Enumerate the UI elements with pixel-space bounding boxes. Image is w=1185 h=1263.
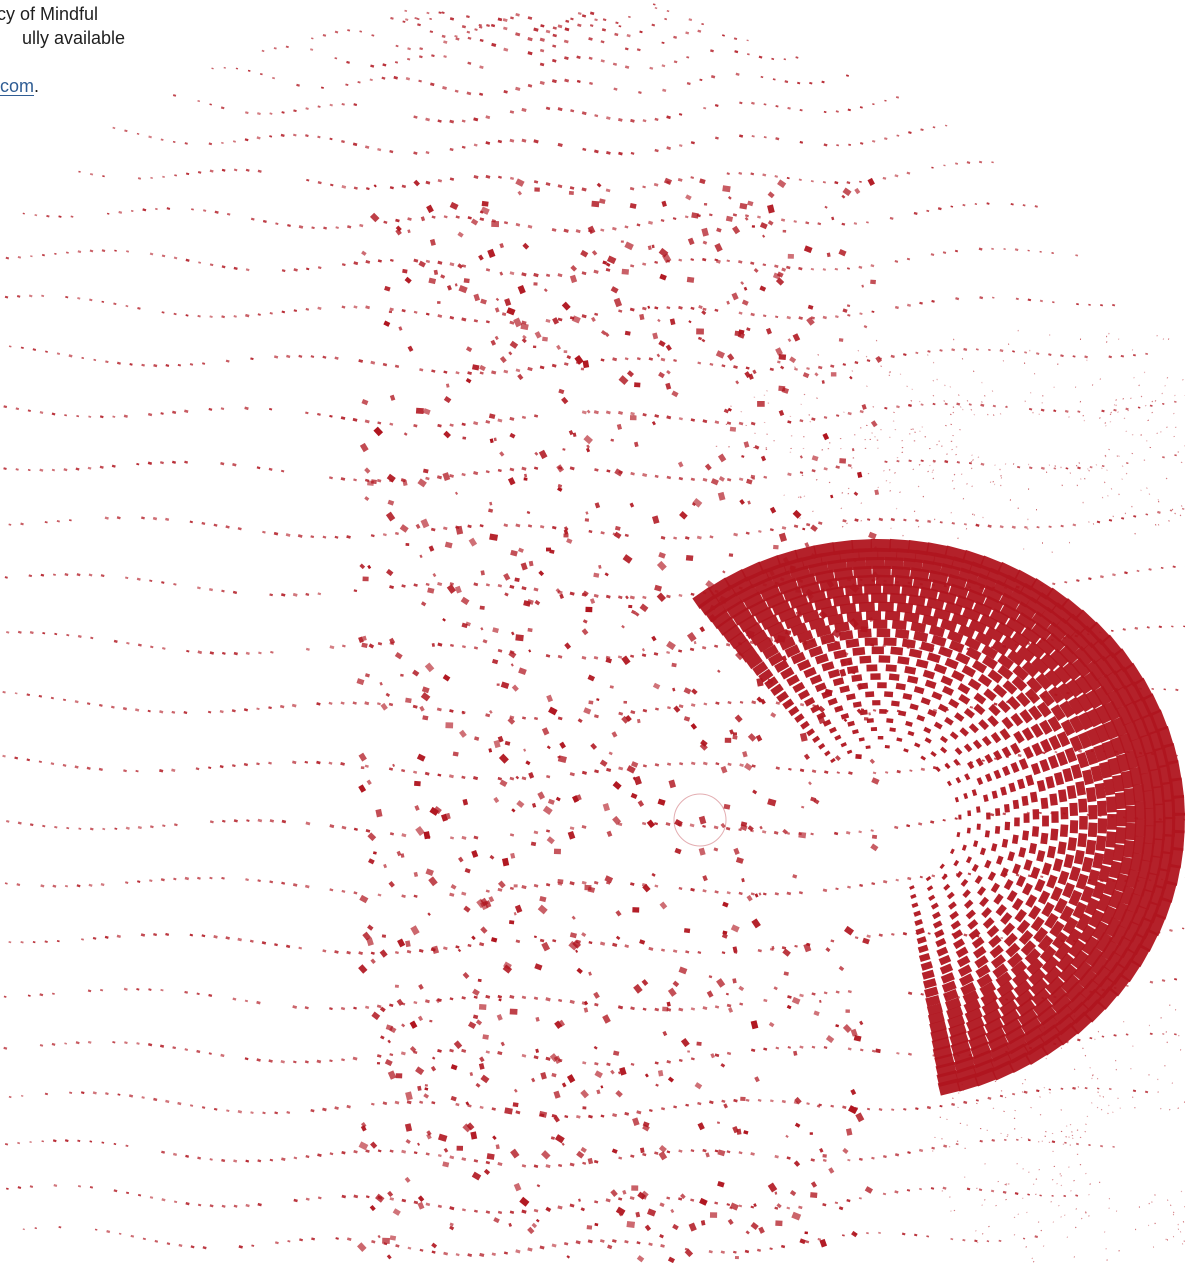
line-2-text: ully available bbox=[22, 28, 126, 48]
text-excerpt: cy of Mindful ully available com. bbox=[0, 0, 260, 130]
link-suffix: . bbox=[34, 76, 40, 96]
email-link[interactable]: com bbox=[0, 76, 35, 96]
paragraph-line: cy of Mindful bbox=[0, 2, 260, 26]
paragraph-line: ully available bbox=[0, 26, 260, 50]
paragraph-line: com. bbox=[0, 74, 260, 98]
line-1-text: cy of Mindful bbox=[0, 4, 99, 24]
center-ring-highlight bbox=[673, 793, 727, 847]
paragraph: cy of Mindful ully available com. bbox=[0, 2, 260, 98]
